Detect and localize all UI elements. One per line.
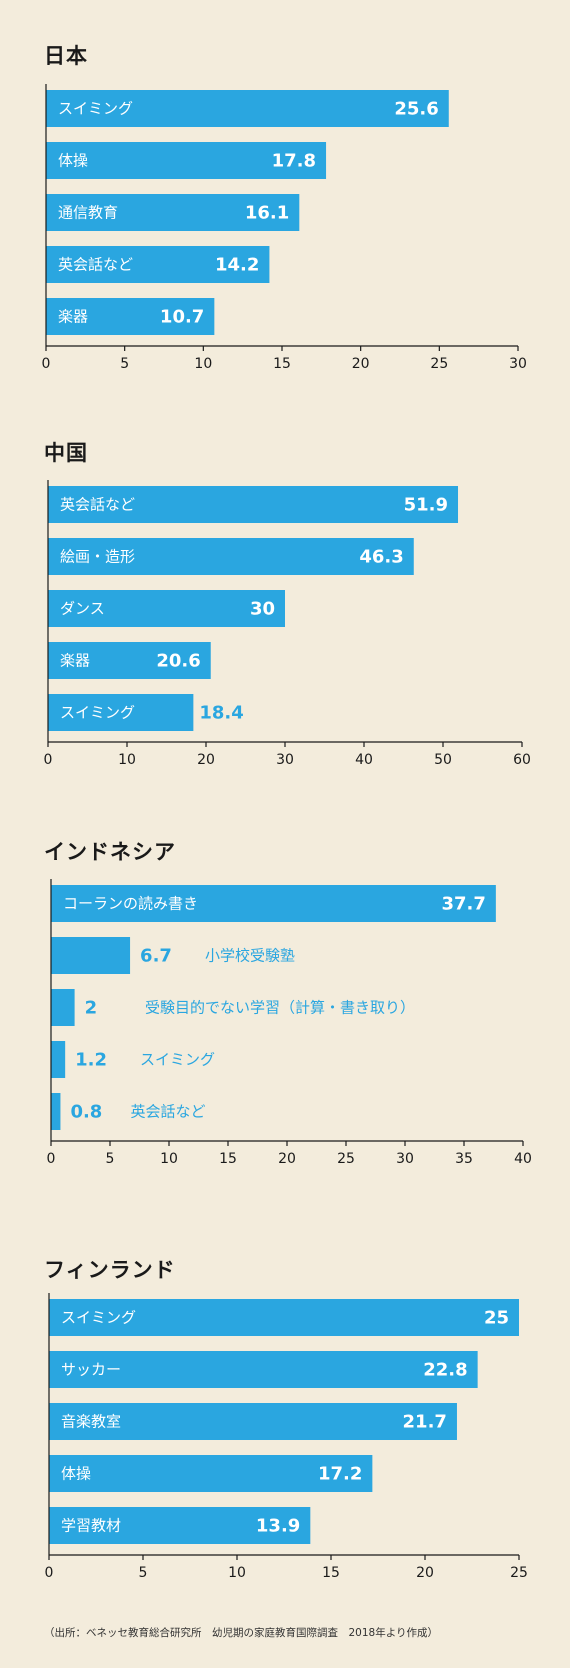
value-label: 1.2	[75, 1050, 107, 1071]
bar-2	[51, 989, 75, 1026]
x-tick-label: 20	[352, 356, 370, 372]
x-tick-label: 0	[45, 1565, 54, 1581]
value-label: 46.3	[359, 547, 403, 568]
category-label: 絵画・造形	[60, 548, 135, 566]
x-tick-label: 5	[106, 1151, 115, 1167]
bar-4	[49, 1507, 311, 1544]
category-label: 学習教材	[61, 1517, 121, 1535]
bar-3	[51, 1041, 66, 1078]
value-label: 25.6	[394, 99, 438, 120]
bar-2	[48, 590, 285, 627]
value-label: 14.2	[215, 255, 259, 276]
value-label: 16.1	[245, 203, 289, 224]
chart-title-finland: フィンランド	[44, 1258, 176, 1282]
x-tick-label: 5	[120, 356, 129, 372]
value-label: 6.7	[140, 946, 172, 967]
category-label: 音楽教室	[61, 1413, 121, 1431]
category-label: スイミング	[61, 1309, 136, 1327]
value-label: 30	[250, 599, 275, 620]
x-tick-label: 10	[228, 1565, 246, 1581]
value-label: 18.4	[199, 703, 243, 724]
bar-2	[46, 194, 300, 231]
x-tick-label: 15	[219, 1151, 237, 1167]
x-tick-label: 20	[278, 1151, 296, 1167]
x-tick-label: 60	[513, 752, 531, 768]
bar-1	[51, 937, 131, 974]
x-tick-label: 30	[396, 1151, 414, 1167]
value-label: 0.8	[70, 1102, 102, 1123]
chart-title-china: 中国	[44, 441, 88, 465]
bar-1	[49, 1351, 478, 1388]
bar-1	[48, 538, 414, 575]
x-tick-label: 25	[430, 356, 448, 372]
category-label: スイミング	[58, 100, 133, 118]
value-label: 2	[85, 998, 98, 1019]
x-tick-label: 20	[416, 1565, 434, 1581]
bar-chart-indonesia: コーランの読み書き 37.7 6.7 小学校受験塾 2 受験目的でない学習（計算・書き取り…	[47, 879, 532, 1167]
bar-0	[49, 1299, 519, 1336]
x-tick-label: 10	[194, 356, 212, 372]
category-label: ダンス	[60, 600, 105, 618]
x-tick-label: 30	[509, 356, 527, 372]
x-tick-label: 40	[514, 1151, 532, 1167]
category-label: 小学校受験塾	[205, 947, 295, 965]
x-tick-label: 10	[118, 752, 136, 768]
category-label: 楽器	[58, 308, 88, 326]
bar-3	[48, 642, 211, 679]
bar-0	[46, 90, 449, 127]
bar-chart-china: 英会話など 51.9 絵画・造形 46.3 ダンス 30 楽器 20.6 スイミング 18.4 0 1…	[44, 480, 531, 768]
value-label: 25	[484, 1308, 509, 1329]
x-tick-label: 0	[47, 1151, 56, 1167]
x-tick-label: 25	[510, 1565, 528, 1581]
category-label: 受験目的でない学習（計算・書き取り）	[145, 999, 415, 1017]
category-label: 楽器	[60, 652, 90, 670]
value-label: 22.8	[423, 1360, 467, 1381]
source-note: （出所：ベネッセ教育総合研究所 幼児期の家庭教育国際調査 2018年より作成）	[44, 1627, 439, 1639]
category-label: スイミング	[60, 704, 135, 722]
bar-0	[48, 486, 459, 523]
bar-0	[51, 885, 496, 922]
x-tick-label: 35	[455, 1151, 473, 1167]
category-label: 英会話など	[130, 1103, 205, 1121]
chart-title-indonesia: インドネシア	[44, 840, 176, 864]
x-tick-label: 20	[197, 752, 215, 768]
value-label: 17.8	[272, 151, 316, 172]
category-label: 体操	[61, 1465, 91, 1483]
category-label: コーランの読み書き	[63, 895, 198, 913]
value-label: 21.7	[403, 1412, 447, 1433]
value-label: 37.7	[441, 894, 485, 915]
category-label: 英会話など	[60, 496, 135, 514]
x-tick-label: 15	[322, 1565, 340, 1581]
bar-4	[51, 1093, 61, 1130]
value-label: 13.9	[256, 1516, 300, 1537]
category-label: スイミング	[140, 1051, 215, 1069]
category-label: 体操	[58, 152, 88, 170]
x-tick-label: 25	[337, 1151, 355, 1167]
bar-2	[49, 1403, 457, 1440]
bar-4	[48, 694, 194, 731]
x-tick-label: 0	[44, 752, 53, 768]
bar-3	[46, 246, 270, 283]
bar-1	[46, 142, 327, 179]
category-label: 通信教育	[58, 204, 118, 222]
x-tick-label: 5	[139, 1565, 148, 1581]
category-label: 英会話など	[58, 256, 133, 274]
value-label: 10.7	[160, 307, 204, 328]
chart-title-japan: 日本	[44, 44, 88, 68]
value-label: 51.9	[404, 495, 448, 516]
category-label: サッカー	[61, 1361, 121, 1379]
x-tick-label: 50	[434, 752, 452, 768]
x-tick-label: 40	[355, 752, 373, 768]
bar-chart-japan: スイミング 25.6 体操 17.8 通信教育 16.1 英会話など 14.2 楽器 10.7 0 5…	[42, 84, 527, 372]
x-tick-label: 0	[42, 356, 51, 372]
x-tick-label: 15	[273, 356, 291, 372]
bar-chart-finland: スイミング 25 サッカー 22.8 音楽教室 21.7 体操 17.2 学習教材 13.9 0 5 1…	[45, 1293, 528, 1581]
value-label: 17.2	[318, 1464, 362, 1485]
x-tick-label: 10	[160, 1151, 178, 1167]
bar-4	[46, 298, 215, 335]
value-label: 20.6	[156, 651, 200, 672]
bar-3	[49, 1455, 373, 1492]
x-tick-label: 30	[276, 752, 294, 768]
